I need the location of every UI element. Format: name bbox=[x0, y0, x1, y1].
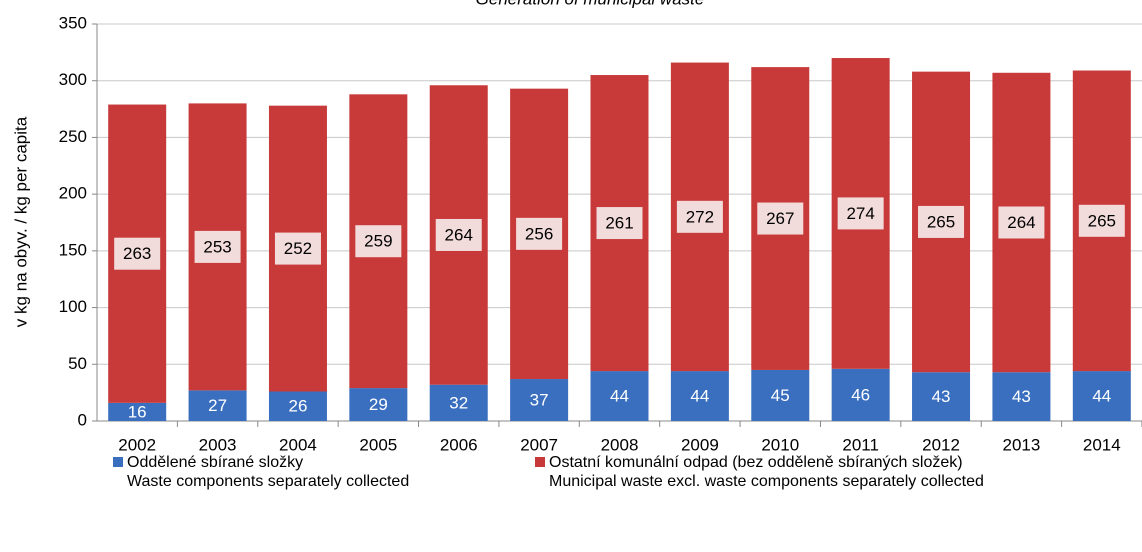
x-tick-label: 2004 bbox=[279, 435, 317, 454]
x-tick-label: 2007 bbox=[520, 435, 558, 454]
legend-item: Oddělené sbírané složky Waste components… bbox=[113, 453, 409, 491]
data-label-box bbox=[757, 202, 804, 235]
data-label-box bbox=[837, 197, 884, 230]
data-label-box bbox=[194, 230, 241, 263]
data-label: 44 bbox=[610, 387, 629, 406]
data-label: 32 bbox=[449, 393, 468, 412]
bar-segment bbox=[912, 372, 971, 421]
data-label-box bbox=[114, 237, 161, 270]
y-tick-label: 100 bbox=[59, 297, 87, 316]
data-label: 44 bbox=[690, 387, 709, 406]
data-label: 259 bbox=[364, 232, 392, 251]
chart-title: Generation of municipal waste bbox=[476, 0, 705, 8]
data-label: 26 bbox=[289, 397, 308, 416]
data-label: 45 bbox=[771, 386, 790, 405]
x-tick-label: 2008 bbox=[601, 435, 639, 454]
y-tick-label: 0 bbox=[78, 410, 87, 429]
data-label-box bbox=[918, 205, 965, 238]
data-label: 16 bbox=[128, 402, 147, 421]
data-label: 264 bbox=[445, 225, 473, 244]
data-label: 263 bbox=[123, 244, 151, 263]
bar-segment bbox=[268, 391, 327, 421]
bar-segment bbox=[349, 388, 408, 421]
y-tick-label: 50 bbox=[68, 354, 87, 373]
x-tick-label: 2013 bbox=[1003, 435, 1041, 454]
data-label: 29 bbox=[369, 395, 388, 414]
x-tick-label: 2009 bbox=[681, 435, 719, 454]
y-tick-label: 300 bbox=[59, 70, 87, 89]
legend-item: Ostatní komunální odpad (bez odděleně sb… bbox=[535, 453, 984, 491]
data-label: 256 bbox=[525, 224, 553, 243]
y-tick-label: 250 bbox=[59, 127, 87, 146]
bar-segment bbox=[751, 369, 810, 421]
data-label: 46 bbox=[851, 385, 870, 404]
data-label: 252 bbox=[284, 239, 312, 258]
data-label: 253 bbox=[203, 237, 231, 256]
data-label: 43 bbox=[1012, 387, 1031, 406]
bar-segment bbox=[590, 371, 649, 421]
y-tick-label: 350 bbox=[59, 13, 87, 32]
bar-segment bbox=[429, 384, 488, 421]
data-label-box bbox=[596, 207, 643, 240]
bar-segment bbox=[188, 390, 247, 421]
data-label-box bbox=[355, 225, 402, 258]
data-label-box bbox=[516, 217, 563, 250]
bar-segment bbox=[670, 371, 729, 421]
data-label-box bbox=[676, 200, 723, 233]
data-label: 37 bbox=[530, 391, 549, 410]
bar-segment bbox=[992, 372, 1051, 421]
data-label: 274 bbox=[846, 204, 874, 223]
y-tick-label: 200 bbox=[59, 184, 87, 203]
x-tick-label: 2014 bbox=[1083, 435, 1121, 454]
data-label-box bbox=[1078, 204, 1125, 237]
bar-segment bbox=[510, 379, 569, 421]
bar-segment bbox=[108, 402, 167, 421]
data-label: 27 bbox=[208, 396, 227, 415]
legend-swatch bbox=[535, 457, 545, 467]
x-tick-label: 2006 bbox=[440, 435, 478, 454]
x-tick-label: 2011 bbox=[842, 435, 879, 454]
data-label: 44 bbox=[1092, 387, 1111, 406]
x-tick-label: 2003 bbox=[199, 435, 237, 454]
bar-segment bbox=[831, 368, 890, 421]
y-axis-label: v kg na obyv. / kg per capita bbox=[11, 116, 30, 327]
data-label: 43 bbox=[932, 387, 951, 406]
legend-swatch bbox=[113, 457, 123, 467]
data-label-box bbox=[274, 232, 321, 265]
x-tick-label: 2012 bbox=[922, 435, 960, 454]
y-tick-label: 150 bbox=[59, 240, 87, 259]
legend-label: Oddělené sbírané složky Waste components… bbox=[127, 454, 410, 490]
data-label: 272 bbox=[686, 207, 714, 226]
x-tick-label: 2010 bbox=[761, 435, 799, 454]
data-label: 261 bbox=[605, 214, 633, 233]
x-tick-label: 2002 bbox=[118, 435, 156, 454]
bar-segment bbox=[1072, 371, 1131, 421]
data-label-box bbox=[435, 218, 482, 251]
data-label-box bbox=[998, 206, 1045, 239]
x-tick-label: 2005 bbox=[359, 435, 397, 454]
data-label: 265 bbox=[927, 212, 955, 231]
data-label: 264 bbox=[1007, 213, 1035, 232]
data-label: 265 bbox=[1088, 211, 1116, 230]
legend-label: Ostatní komunální odpad (bez odděleně sb… bbox=[549, 454, 984, 490]
data-label: 267 bbox=[766, 209, 794, 228]
